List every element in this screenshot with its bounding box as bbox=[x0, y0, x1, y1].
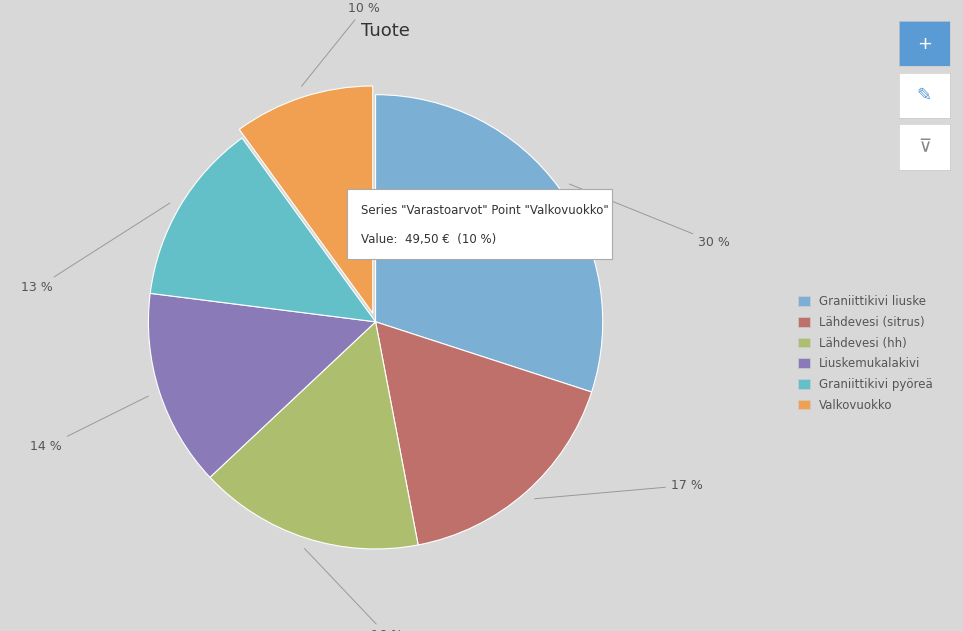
FancyBboxPatch shape bbox=[347, 189, 612, 259]
Wedge shape bbox=[376, 95, 603, 392]
Text: 16 %: 16 % bbox=[304, 548, 403, 631]
Wedge shape bbox=[150, 138, 376, 322]
Text: 13 %: 13 % bbox=[21, 203, 169, 294]
Text: Tuote: Tuote bbox=[361, 22, 409, 40]
Text: Series "Varastoarvot" Point "Valkovuokko": Series "Varastoarvot" Point "Valkovuokko… bbox=[361, 204, 609, 217]
Text: 14 %: 14 % bbox=[31, 396, 148, 453]
Text: ✎: ✎ bbox=[917, 86, 932, 104]
Text: Value:  49,50 €  (10 %): Value: 49,50 € (10 %) bbox=[361, 233, 496, 246]
Wedge shape bbox=[210, 322, 418, 549]
Text: ⊽: ⊽ bbox=[918, 138, 931, 156]
Text: 30 %: 30 % bbox=[569, 184, 730, 249]
Wedge shape bbox=[239, 86, 373, 313]
Wedge shape bbox=[148, 293, 376, 477]
Text: 17 %: 17 % bbox=[534, 479, 703, 498]
Text: 10 %: 10 % bbox=[301, 2, 380, 86]
Legend: Graniittikivi liuske, Lähdevesi (sitrus), Lähdevesi (hh), Liuskemukalakivi, Gran: Graniittikivi liuske, Lähdevesi (sitrus)… bbox=[798, 295, 933, 411]
Text: +: + bbox=[917, 35, 932, 52]
Wedge shape bbox=[376, 322, 591, 545]
